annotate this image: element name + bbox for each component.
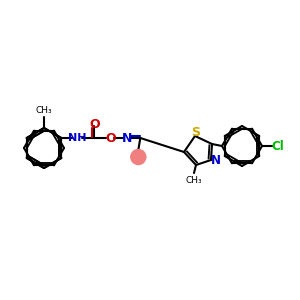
Text: S: S bbox=[191, 127, 200, 140]
Circle shape bbox=[131, 149, 146, 164]
Text: Cl: Cl bbox=[272, 140, 284, 152]
Text: CH₃: CH₃ bbox=[186, 176, 202, 185]
Text: N: N bbox=[211, 154, 221, 166]
Text: CH₃: CH₃ bbox=[36, 106, 52, 115]
Text: O: O bbox=[89, 118, 100, 130]
Text: N: N bbox=[122, 131, 133, 145]
Text: NH: NH bbox=[68, 133, 87, 143]
Text: O: O bbox=[105, 131, 116, 145]
